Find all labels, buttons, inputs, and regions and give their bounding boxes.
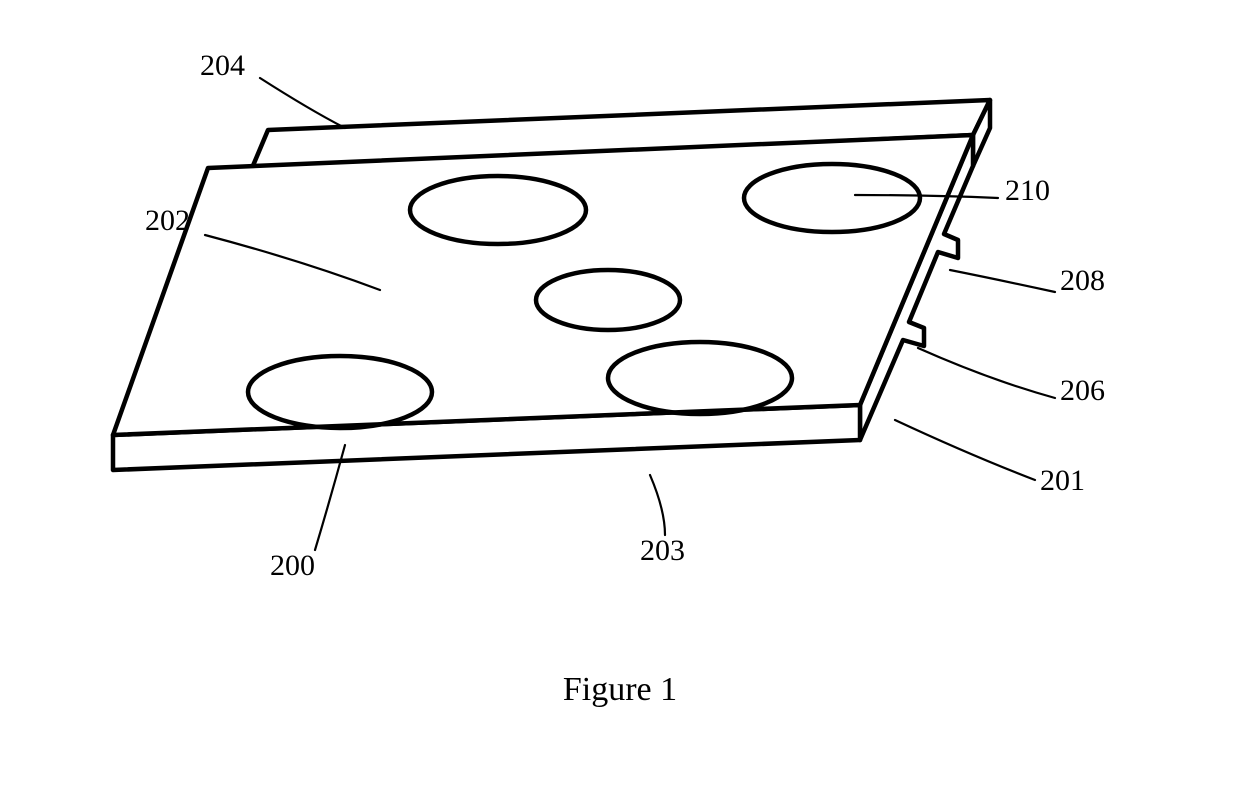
label-210: 210 xyxy=(1005,174,1050,207)
label-202: 202 xyxy=(145,204,190,237)
label-206: 206 xyxy=(1060,374,1105,407)
label-200: 200 xyxy=(270,549,315,582)
label-204: 204 xyxy=(200,49,245,82)
label-201: 201 xyxy=(1040,464,1085,497)
label-208: 208 xyxy=(1060,264,1105,297)
figure-caption: Figure 1 xyxy=(563,671,677,708)
label-203: 203 xyxy=(640,534,685,567)
